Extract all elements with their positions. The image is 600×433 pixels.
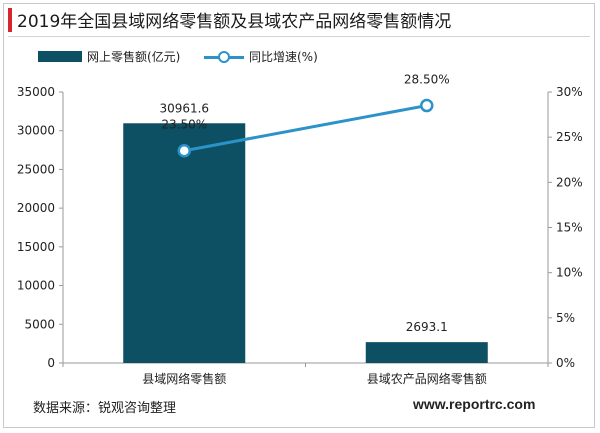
left-tick-label: 10000: [17, 279, 55, 293]
watermark: www.reportrc.com: [413, 396, 536, 412]
right-tick-label: 25%: [556, 130, 583, 144]
growth-point: [420, 98, 434, 113]
legend-bar-label: 网上零售额(亿元): [87, 50, 181, 64]
title-accent-bar: [8, 8, 12, 32]
growth-line: [183, 104, 428, 153]
chart-title: 2019年全国县域网络零售额及县域农产品网络零售额情况: [17, 12, 452, 32]
left-tick-label: 20000: [17, 201, 55, 215]
x-tick-label: 县域网络零售额: [142, 371, 226, 386]
bar: [365, 342, 488, 363]
x-tick-label: 县域农产品网络零售额: [367, 371, 487, 386]
legend-item-line: 同比增速(%): [204, 48, 318, 65]
right-tick-label: 5%: [556, 311, 575, 325]
growth-data-label: 23.50%: [161, 118, 207, 132]
right-tick-label: 30%: [556, 85, 583, 99]
title-divider: [8, 36, 590, 37]
left-tick-label: 35000: [17, 85, 55, 99]
right-tick-label: 0%: [556, 356, 575, 370]
source-note: 数据来源：锐观咨询整理: [33, 401, 177, 416]
legend-line-label: 同比增速(%): [249, 50, 318, 64]
left-tick-label: 25000: [17, 162, 55, 176]
left-tick-label: 0: [47, 356, 55, 370]
bar: [123, 123, 246, 363]
right-tick-label: 15%: [556, 221, 583, 235]
growth-point: [177, 143, 191, 158]
legend-item-bar: 网上零售额(亿元): [38, 48, 180, 65]
bar-data-label: 30961.6: [159, 101, 209, 115]
left-tick-label: 15000: [17, 240, 55, 254]
bar-data-label: 2693.1: [406, 320, 448, 334]
left-tick-label: 30000: [17, 124, 55, 138]
right-tick-label: 20%: [556, 175, 583, 189]
legend-bar-swatch: [38, 51, 82, 62]
chart-frame: [3, 3, 595, 428]
growth-data-label: 28.50%: [404, 73, 450, 87]
legend-line-swatch: [204, 51, 244, 63]
left-tick-label: 5000: [24, 317, 55, 331]
right-tick-label: 10%: [556, 266, 583, 280]
